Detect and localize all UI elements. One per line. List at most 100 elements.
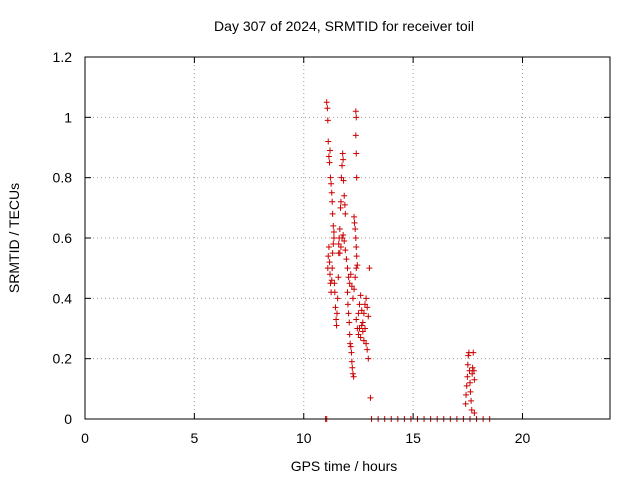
data-point bbox=[336, 225, 343, 232]
data-point bbox=[328, 180, 335, 187]
data-point bbox=[341, 201, 348, 208]
data-point bbox=[326, 259, 333, 266]
data-point bbox=[346, 331, 353, 338]
data-point bbox=[347, 271, 354, 278]
axes bbox=[84, 56, 611, 420]
data-point bbox=[366, 265, 373, 272]
data-point bbox=[327, 174, 334, 181]
data-point bbox=[344, 289, 351, 296]
data-point bbox=[324, 117, 331, 124]
data-point bbox=[356, 325, 363, 332]
data-point bbox=[345, 310, 352, 317]
data-point bbox=[348, 349, 355, 356]
x-axis-label: GPS time / hours bbox=[291, 458, 398, 474]
x-tick-label: 15 bbox=[405, 430, 421, 446]
data-point bbox=[353, 244, 360, 251]
data-point bbox=[329, 265, 336, 272]
data-point bbox=[342, 210, 349, 217]
data-point bbox=[357, 292, 364, 299]
data-point bbox=[355, 331, 362, 338]
data-point bbox=[362, 301, 368, 308]
data-point bbox=[364, 346, 371, 353]
data-point bbox=[325, 138, 332, 145]
y-tick-label: 0.6 bbox=[53, 230, 73, 246]
y-tick-label: 0 bbox=[64, 411, 72, 427]
data-point bbox=[355, 310, 362, 317]
data-point bbox=[357, 334, 364, 341]
y-tick-label: 0.8 bbox=[53, 170, 73, 186]
data-point bbox=[331, 280, 338, 287]
data-point bbox=[336, 250, 343, 257]
data-point bbox=[339, 162, 346, 169]
data-point bbox=[340, 231, 347, 238]
data-point bbox=[340, 156, 347, 163]
data-point bbox=[365, 355, 372, 362]
y-tick-label: 1 bbox=[64, 109, 72, 125]
data-point bbox=[349, 295, 356, 302]
data-point bbox=[341, 238, 348, 245]
data-point bbox=[344, 265, 351, 272]
tick-labels: 0 5 10 15 20 0 0.2 0.4 0.6 0.8 1 1.2 bbox=[53, 49, 531, 446]
data-point bbox=[365, 313, 372, 320]
data-point bbox=[363, 295, 370, 302]
data-point bbox=[363, 340, 370, 347]
data-point bbox=[351, 219, 358, 226]
data-point bbox=[348, 358, 355, 365]
data-point bbox=[335, 241, 342, 248]
x-tick-label: 10 bbox=[296, 430, 312, 446]
data-point bbox=[346, 280, 353, 287]
data-point bbox=[352, 235, 359, 241]
data-point bbox=[331, 289, 338, 296]
data-point bbox=[468, 397, 475, 404]
data-point bbox=[328, 277, 335, 284]
data-point bbox=[367, 394, 374, 401]
y-axis-label: SRMTID / TECUs bbox=[6, 183, 22, 293]
data-point bbox=[330, 222, 337, 229]
data-point bbox=[359, 319, 366, 326]
data-point bbox=[353, 316, 360, 323]
data-point bbox=[345, 274, 352, 281]
data-point bbox=[323, 99, 330, 106]
data-point bbox=[328, 189, 335, 196]
data-point bbox=[338, 174, 345, 181]
data-point bbox=[347, 340, 354, 347]
data-point bbox=[464, 361, 471, 368]
data-point bbox=[340, 177, 347, 184]
y-tick-label: 1.2 bbox=[53, 49, 73, 65]
data-point bbox=[352, 225, 359, 232]
data-point bbox=[470, 367, 477, 374]
data-point bbox=[464, 373, 471, 380]
data-point bbox=[350, 373, 357, 380]
data-point bbox=[353, 150, 360, 157]
data-point bbox=[330, 228, 337, 235]
data-point bbox=[337, 204, 344, 211]
data-point bbox=[467, 388, 474, 395]
data-point bbox=[353, 265, 360, 272]
chart-title: Day 307 of 2024, SRMTID for receiver toi… bbox=[214, 18, 474, 34]
data-point bbox=[325, 253, 332, 260]
data-point bbox=[347, 343, 354, 350]
data-point bbox=[362, 325, 368, 332]
data-point bbox=[348, 283, 355, 290]
data-point bbox=[325, 153, 332, 160]
data-point bbox=[333, 316, 340, 323]
data-point bbox=[327, 271, 333, 278]
data-point bbox=[352, 132, 359, 139]
data-point bbox=[356, 301, 363, 308]
data-point bbox=[364, 304, 371, 311]
data-point bbox=[469, 370, 476, 377]
data-point bbox=[469, 364, 476, 371]
data-point bbox=[462, 400, 469, 407]
data-point bbox=[358, 322, 365, 329]
data-point bbox=[330, 241, 337, 248]
data-point bbox=[349, 364, 356, 371]
data-point bbox=[339, 150, 346, 157]
data-point bbox=[341, 192, 348, 199]
data-point bbox=[343, 256, 350, 263]
data-point bbox=[353, 174, 360, 181]
y-tick-label: 0.2 bbox=[53, 351, 73, 367]
data-point bbox=[352, 274, 359, 281]
data-point bbox=[329, 210, 336, 217]
data-point bbox=[467, 379, 473, 386]
